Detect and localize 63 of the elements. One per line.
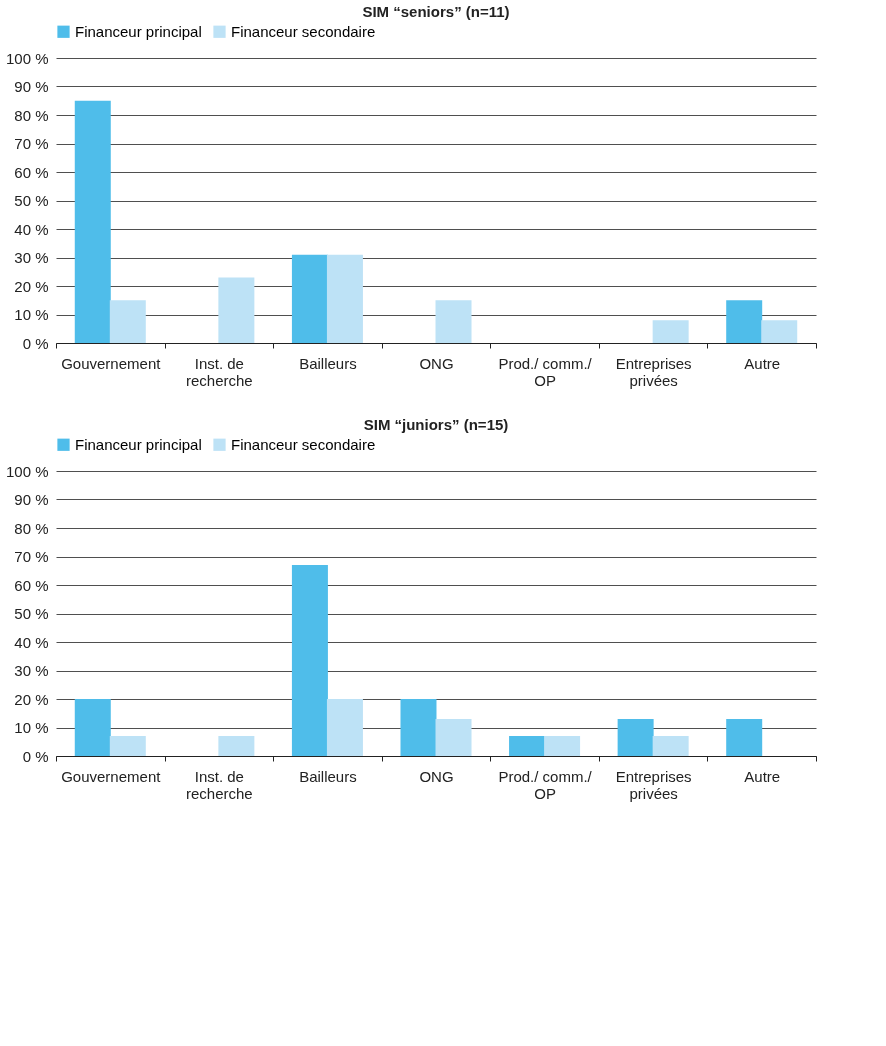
x-tick-label: Bailleurs — [299, 354, 357, 372]
y-tick-label: 40 % — [14, 633, 49, 651]
x-tick-label: Entreprises privées — [615, 767, 692, 802]
x-tick-label: Inst. de recherche — [186, 767, 253, 802]
legend-label: Financeur principal — [75, 435, 202, 453]
legend-label: Financeur secondaire — [231, 435, 376, 453]
x-tick-label: ONG — [419, 354, 454, 372]
y-tick-label: 0 % — [22, 747, 49, 765]
bar — [74, 100, 111, 343]
bar — [109, 736, 146, 756]
legend-label: Financeur secondaire — [231, 22, 376, 40]
y-tick-label: 20 % — [14, 277, 49, 295]
chart-title: SIM “seniors” (n=11) — [362, 3, 510, 20]
y-tick-label: 0 % — [22, 334, 49, 352]
y-tick-label: 10 % — [14, 719, 49, 736]
y-tick-label: 100 % — [5, 462, 49, 480]
bar — [74, 699, 111, 756]
y-tick-label: 60 % — [14, 576, 49, 594]
bar — [726, 300, 763, 343]
legend-label: Financeur principal — [75, 22, 202, 40]
bar — [435, 718, 472, 756]
x-tick-label: Autre — [744, 767, 781, 785]
y-tick-label: 60 % — [14, 163, 49, 181]
bar — [218, 277, 255, 343]
bar — [509, 736, 546, 756]
y-tick-label: 30 % — [14, 662, 49, 679]
bar — [326, 254, 363, 343]
bar — [326, 699, 363, 756]
bar — [726, 718, 763, 756]
y-tick-label: 20 % — [14, 690, 49, 708]
x-tick-label: Prod./ comm./ OP — [498, 767, 593, 802]
x-tick-label: Gouvernement — [61, 767, 162, 785]
bar — [435, 300, 472, 343]
y-tick-label: 80 % — [14, 106, 49, 124]
bar — [652, 320, 689, 343]
y-tick-label: 90 % — [14, 78, 49, 95]
chart-title: SIM “juniors” (n=15) — [363, 416, 509, 433]
bar — [291, 254, 328, 343]
y-tick-label: 100 % — [5, 49, 49, 67]
y-tick-label: 90 % — [14, 491, 49, 508]
y-tick-label: 50 % — [14, 605, 49, 622]
x-tick-label: Gouvernement — [61, 354, 162, 372]
y-tick-label: 40 % — [14, 220, 49, 238]
x-tick-label: Autre — [744, 354, 781, 372]
y-tick-label: 80 % — [14, 519, 49, 537]
bar — [652, 736, 689, 756]
x-tick-label: Prod./ comm./ OP — [498, 354, 593, 389]
y-tick-label: 10 % — [14, 306, 49, 323]
x-tick-label: Bailleurs — [299, 767, 357, 785]
bar — [109, 300, 146, 343]
x-tick-label: Inst. de recherche — [186, 354, 253, 389]
y-tick-label: 30 % — [14, 249, 49, 266]
bar — [291, 565, 328, 756]
y-tick-label: 70 % — [14, 548, 49, 565]
bar — [761, 320, 798, 343]
bar — [617, 718, 654, 756]
bar — [400, 699, 437, 756]
bar — [544, 736, 581, 756]
y-tick-label: 70 % — [14, 135, 49, 152]
x-tick-label: Entreprises privées — [615, 354, 692, 389]
y-tick-label: 50 % — [14, 192, 49, 209]
bar — [218, 736, 255, 756]
x-tick-label: ONG — [419, 767, 454, 785]
